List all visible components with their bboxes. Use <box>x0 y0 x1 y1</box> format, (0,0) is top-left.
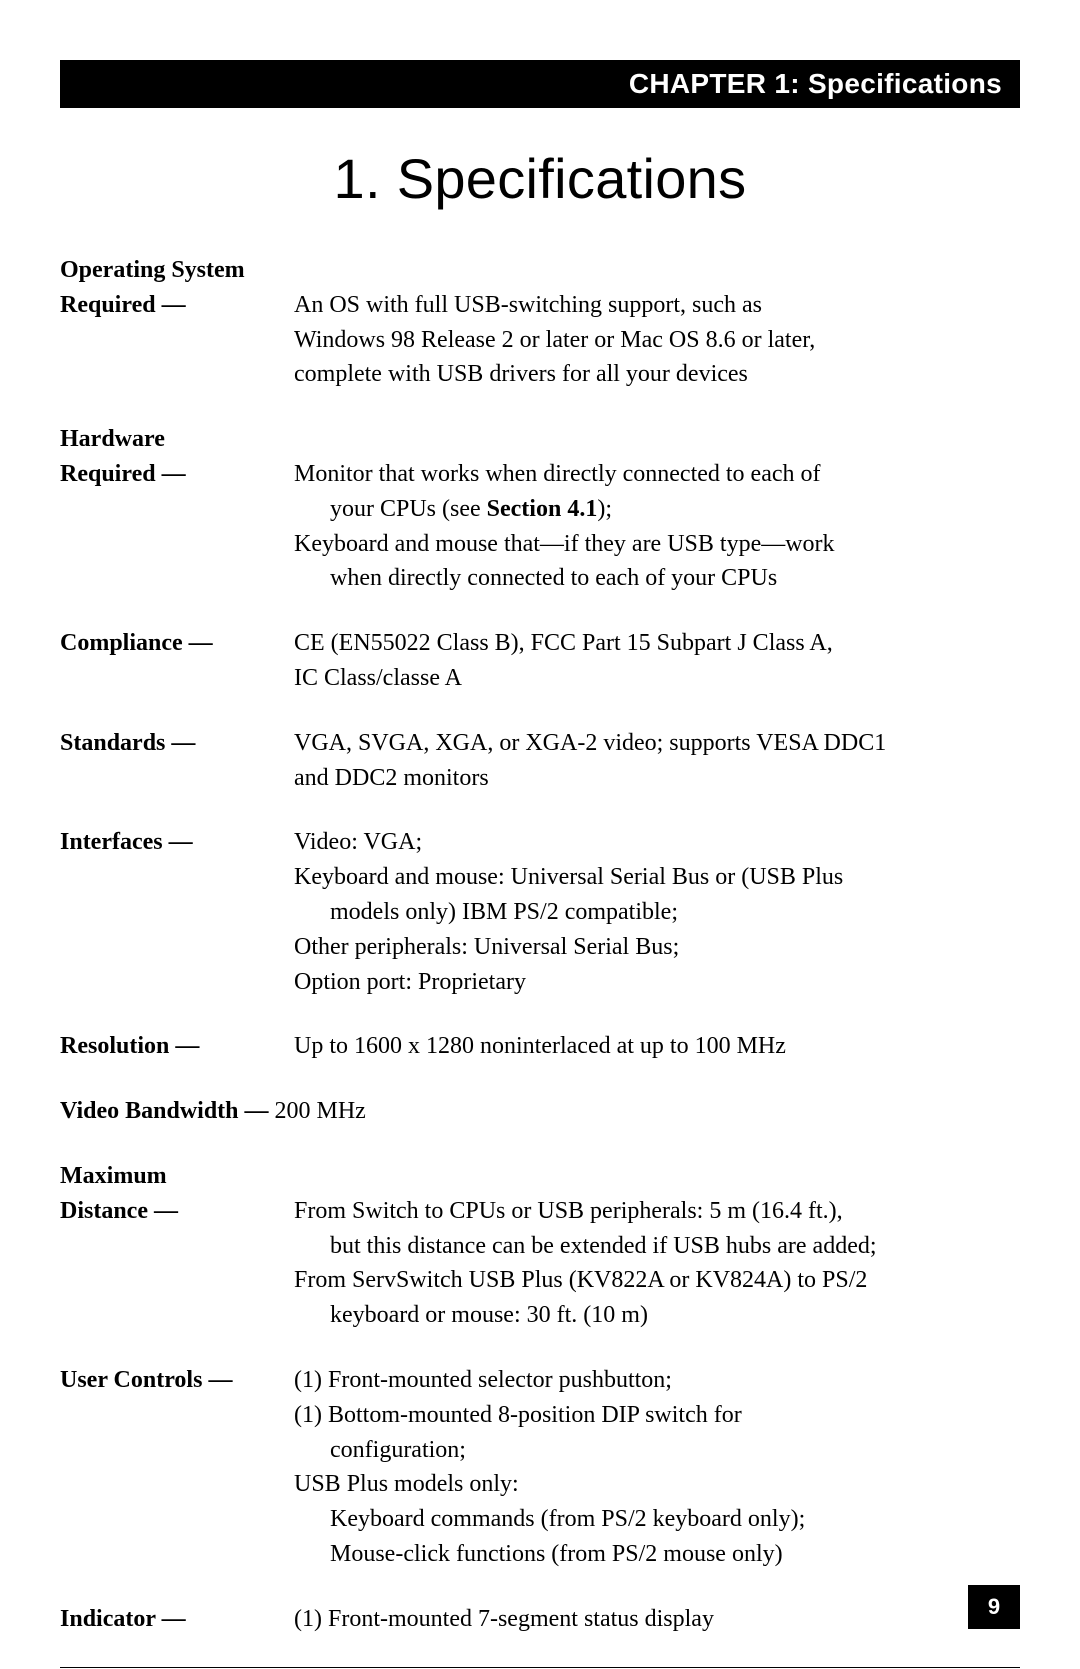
spec-value-line: Mouse-click functions (from PS/2 mouse o… <box>294 1537 1020 1572</box>
spec-label: User Controls — <box>60 1363 294 1398</box>
spec-value-line: CE (EN55022 Class B), FCC Part 15 Subpar… <box>294 626 1020 661</box>
spec-label: HardwareRequired — <box>60 422 294 492</box>
spec-value: From Switch to CPUs or USB peripherals: … <box>294 1159 1020 1333</box>
spec-label: Resolution — <box>60 1029 294 1064</box>
spec-row: HardwareRequired — Monitor that works wh… <box>60 422 1020 596</box>
page: CHAPTER 1: Specifications 1. Specificati… <box>0 0 1080 1669</box>
text: ); <box>597 496 612 522</box>
spec-value: (1) Front-mounted 7-segment status displ… <box>294 1602 1020 1637</box>
spec-value-line: Keyboard and mouse: Universal Serial Bus… <box>294 860 1020 895</box>
chapter-label: CHAPTER 1: Specifications <box>629 68 1002 100</box>
chapter-header-bar: CHAPTER 1: Specifications <box>60 60 1020 108</box>
spec-value-pad <box>294 422 1020 457</box>
spec-value-line: keyboard or mouse: 30 ft. (10 m) <box>294 1298 1020 1333</box>
spec-value-line: (1) Front-mounted selector pushbutton; <box>294 1363 1020 1398</box>
spec-value-line: configuration; <box>294 1433 1020 1468</box>
spec-value-line: when directly connected to each of your … <box>294 561 1020 596</box>
spec-row: Video Bandwidth — 200 MHz <box>60 1094 1020 1129</box>
spec-row: Indicator —(1) Front-mounted 7-segment s… <box>60 1602 1020 1637</box>
text: your CPUs (see <box>330 496 487 522</box>
spec-row: Operating SystemRequired — An OS with fu… <box>60 253 1020 392</box>
spec-value: CE (EN55022 Class B), FCC Part 15 Subpar… <box>294 626 1020 696</box>
spec-value-line: From Switch to CPUs or USB peripherals: … <box>294 1194 1020 1229</box>
spec-value-line: Keyboard and mouse that—if they are USB … <box>294 527 1020 562</box>
footer-rule <box>60 1667 1020 1668</box>
spec-value-line: your CPUs (see Section 4.1); <box>294 492 1020 527</box>
spec-label-inline: Video Bandwidth — <box>60 1098 275 1124</box>
spec-value-line: (1) Front-mounted 7-segment status displ… <box>294 1602 1020 1637</box>
spec-value-line: USB Plus models only: <box>294 1467 1020 1502</box>
section-reference: Section 4.1 <box>487 496 598 522</box>
spec-label: Indicator — <box>60 1602 294 1637</box>
spec-value-line: models only) IBM PS/2 compatible; <box>294 895 1020 930</box>
spec-label-line: Compliance — <box>60 626 294 661</box>
spec-value-line: An OS with full USB-switching support, s… <box>294 288 1020 323</box>
spec-value: (1) Front-mounted selector pushbutton;(1… <box>294 1363 1020 1572</box>
spec-value-line: IC Class/classe A <box>294 661 1020 696</box>
spec-value-pad <box>294 253 1020 288</box>
spec-value-line: Keyboard commands (from PS/2 keyboard on… <box>294 1502 1020 1537</box>
spec-label: MaximumDistance — <box>60 1159 294 1229</box>
spec-value-inline: 200 MHz <box>275 1098 366 1124</box>
spec-value-pad <box>294 1159 1020 1194</box>
spec-label-line: Required — <box>60 288 294 323</box>
page-number: 9 <box>968 1585 1020 1629</box>
spec-label-line: Indicator — <box>60 1602 294 1637</box>
spec-label-line: Standards — <box>60 726 294 761</box>
spec-label-line: Required — <box>60 457 294 492</box>
spec-value: Monitor that works when directly connect… <box>294 422 1020 596</box>
spec-label: Operating SystemRequired — <box>60 253 294 323</box>
spec-row: Compliance —CE (EN55022 Class B), FCC Pa… <box>60 626 1020 696</box>
spec-value-line: From ServSwitch USB Plus (KV822A or KV82… <box>294 1263 1020 1298</box>
spec-value-line: Other peripherals: Universal Serial Bus; <box>294 930 1020 965</box>
spec-row: User Controls —(1) Front-mounted selecto… <box>60 1363 1020 1572</box>
spec-label-line: Interfaces — <box>60 825 294 860</box>
spec-value: VGA, SVGA, XGA, or XGA-2 video; supports… <box>294 726 1020 796</box>
spec-row: Interfaces —Video: VGA;Keyboard and mous… <box>60 825 1020 999</box>
spec-value: An OS with full USB-switching support, s… <box>294 253 1020 392</box>
spec-row: MaximumDistance — From Switch to CPUs or… <box>60 1159 1020 1333</box>
spec-value-line: and DDC2 monitors <box>294 761 1020 796</box>
spec-label-line: Operating System <box>60 253 294 288</box>
spec-value: Video: VGA;Keyboard and mouse: Universal… <box>294 825 1020 999</box>
page-title: 1. Specifications <box>60 146 1020 211</box>
spec-value-line: but this distance can be extended if USB… <box>294 1229 1020 1264</box>
spec-value-line: complete with USB drivers for all your d… <box>294 357 1020 392</box>
spec-label: Compliance — <box>60 626 294 661</box>
specifications-list: Operating SystemRequired — An OS with fu… <box>60 253 1020 1637</box>
spec-value-line: (1) Bottom-mounted 8-position DIP switch… <box>294 1398 1020 1433</box>
spec-row: Resolution —Up to 1600 x 1280 noninterla… <box>60 1029 1020 1064</box>
spec-row: Standards —VGA, SVGA, XGA, or XGA-2 vide… <box>60 726 1020 796</box>
spec-value-line: Monitor that works when directly connect… <box>294 457 1020 492</box>
spec-label-line: User Controls — <box>60 1363 294 1398</box>
spec-value-line: Option port: Proprietary <box>294 965 1020 1000</box>
spec-label-line: Maximum <box>60 1159 294 1194</box>
spec-label-line: Hardware <box>60 422 294 457</box>
spec-label-line: Distance — <box>60 1194 294 1229</box>
spec-label-line: Resolution — <box>60 1029 294 1064</box>
spec-value-line: VGA, SVGA, XGA, or XGA-2 video; supports… <box>294 726 1020 761</box>
spec-value-line: Windows 98 Release 2 or later or Mac OS … <box>294 323 1020 358</box>
spec-label: Standards — <box>60 726 294 761</box>
spec-label: Interfaces — <box>60 825 294 860</box>
spec-value-line: Up to 1600 x 1280 noninterlaced at up to… <box>294 1029 1020 1064</box>
spec-value: Up to 1600 x 1280 noninterlaced at up to… <box>294 1029 1020 1064</box>
spec-value-line: Video: VGA; <box>294 825 1020 860</box>
